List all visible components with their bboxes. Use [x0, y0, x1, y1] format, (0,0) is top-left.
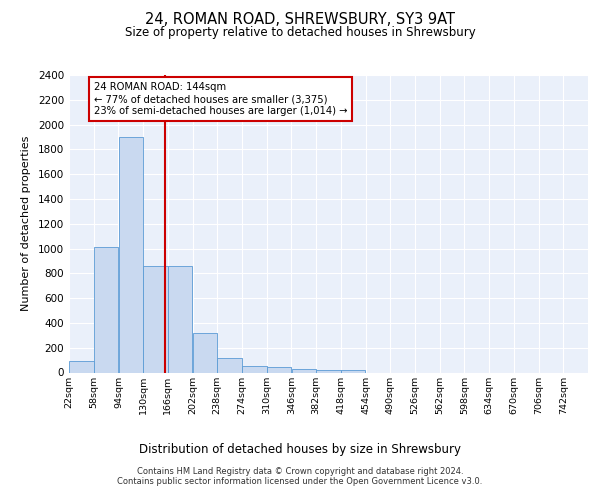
Bar: [119, 137, 143, 372]
Text: Contains HM Land Registry data © Crown copyright and database right 2024.
Contai: Contains HM Land Registry data © Crown c…: [118, 466, 482, 486]
Bar: [292, 369, 316, 372]
Bar: [242, 366, 266, 372]
Y-axis label: Number of detached properties: Number of detached properties: [21, 136, 31, 312]
Bar: [316, 370, 341, 372]
Bar: [341, 370, 365, 372]
Text: Size of property relative to detached houses in Shrewsbury: Size of property relative to detached ho…: [125, 26, 475, 39]
Bar: [217, 358, 242, 372]
Bar: [193, 333, 217, 372]
Bar: [69, 362, 94, 372]
Text: 24, ROMAN ROAD, SHREWSBURY, SY3 9AT: 24, ROMAN ROAD, SHREWSBURY, SY3 9AT: [145, 12, 455, 28]
Bar: [143, 266, 168, 372]
Bar: [168, 266, 193, 372]
Bar: [267, 366, 292, 372]
Text: 24 ROMAN ROAD: 144sqm
← 77% of detached houses are smaller (3,375)
23% of semi-d: 24 ROMAN ROAD: 144sqm ← 77% of detached …: [94, 82, 347, 116]
Bar: [94, 248, 118, 372]
Text: Distribution of detached houses by size in Shrewsbury: Distribution of detached houses by size …: [139, 442, 461, 456]
